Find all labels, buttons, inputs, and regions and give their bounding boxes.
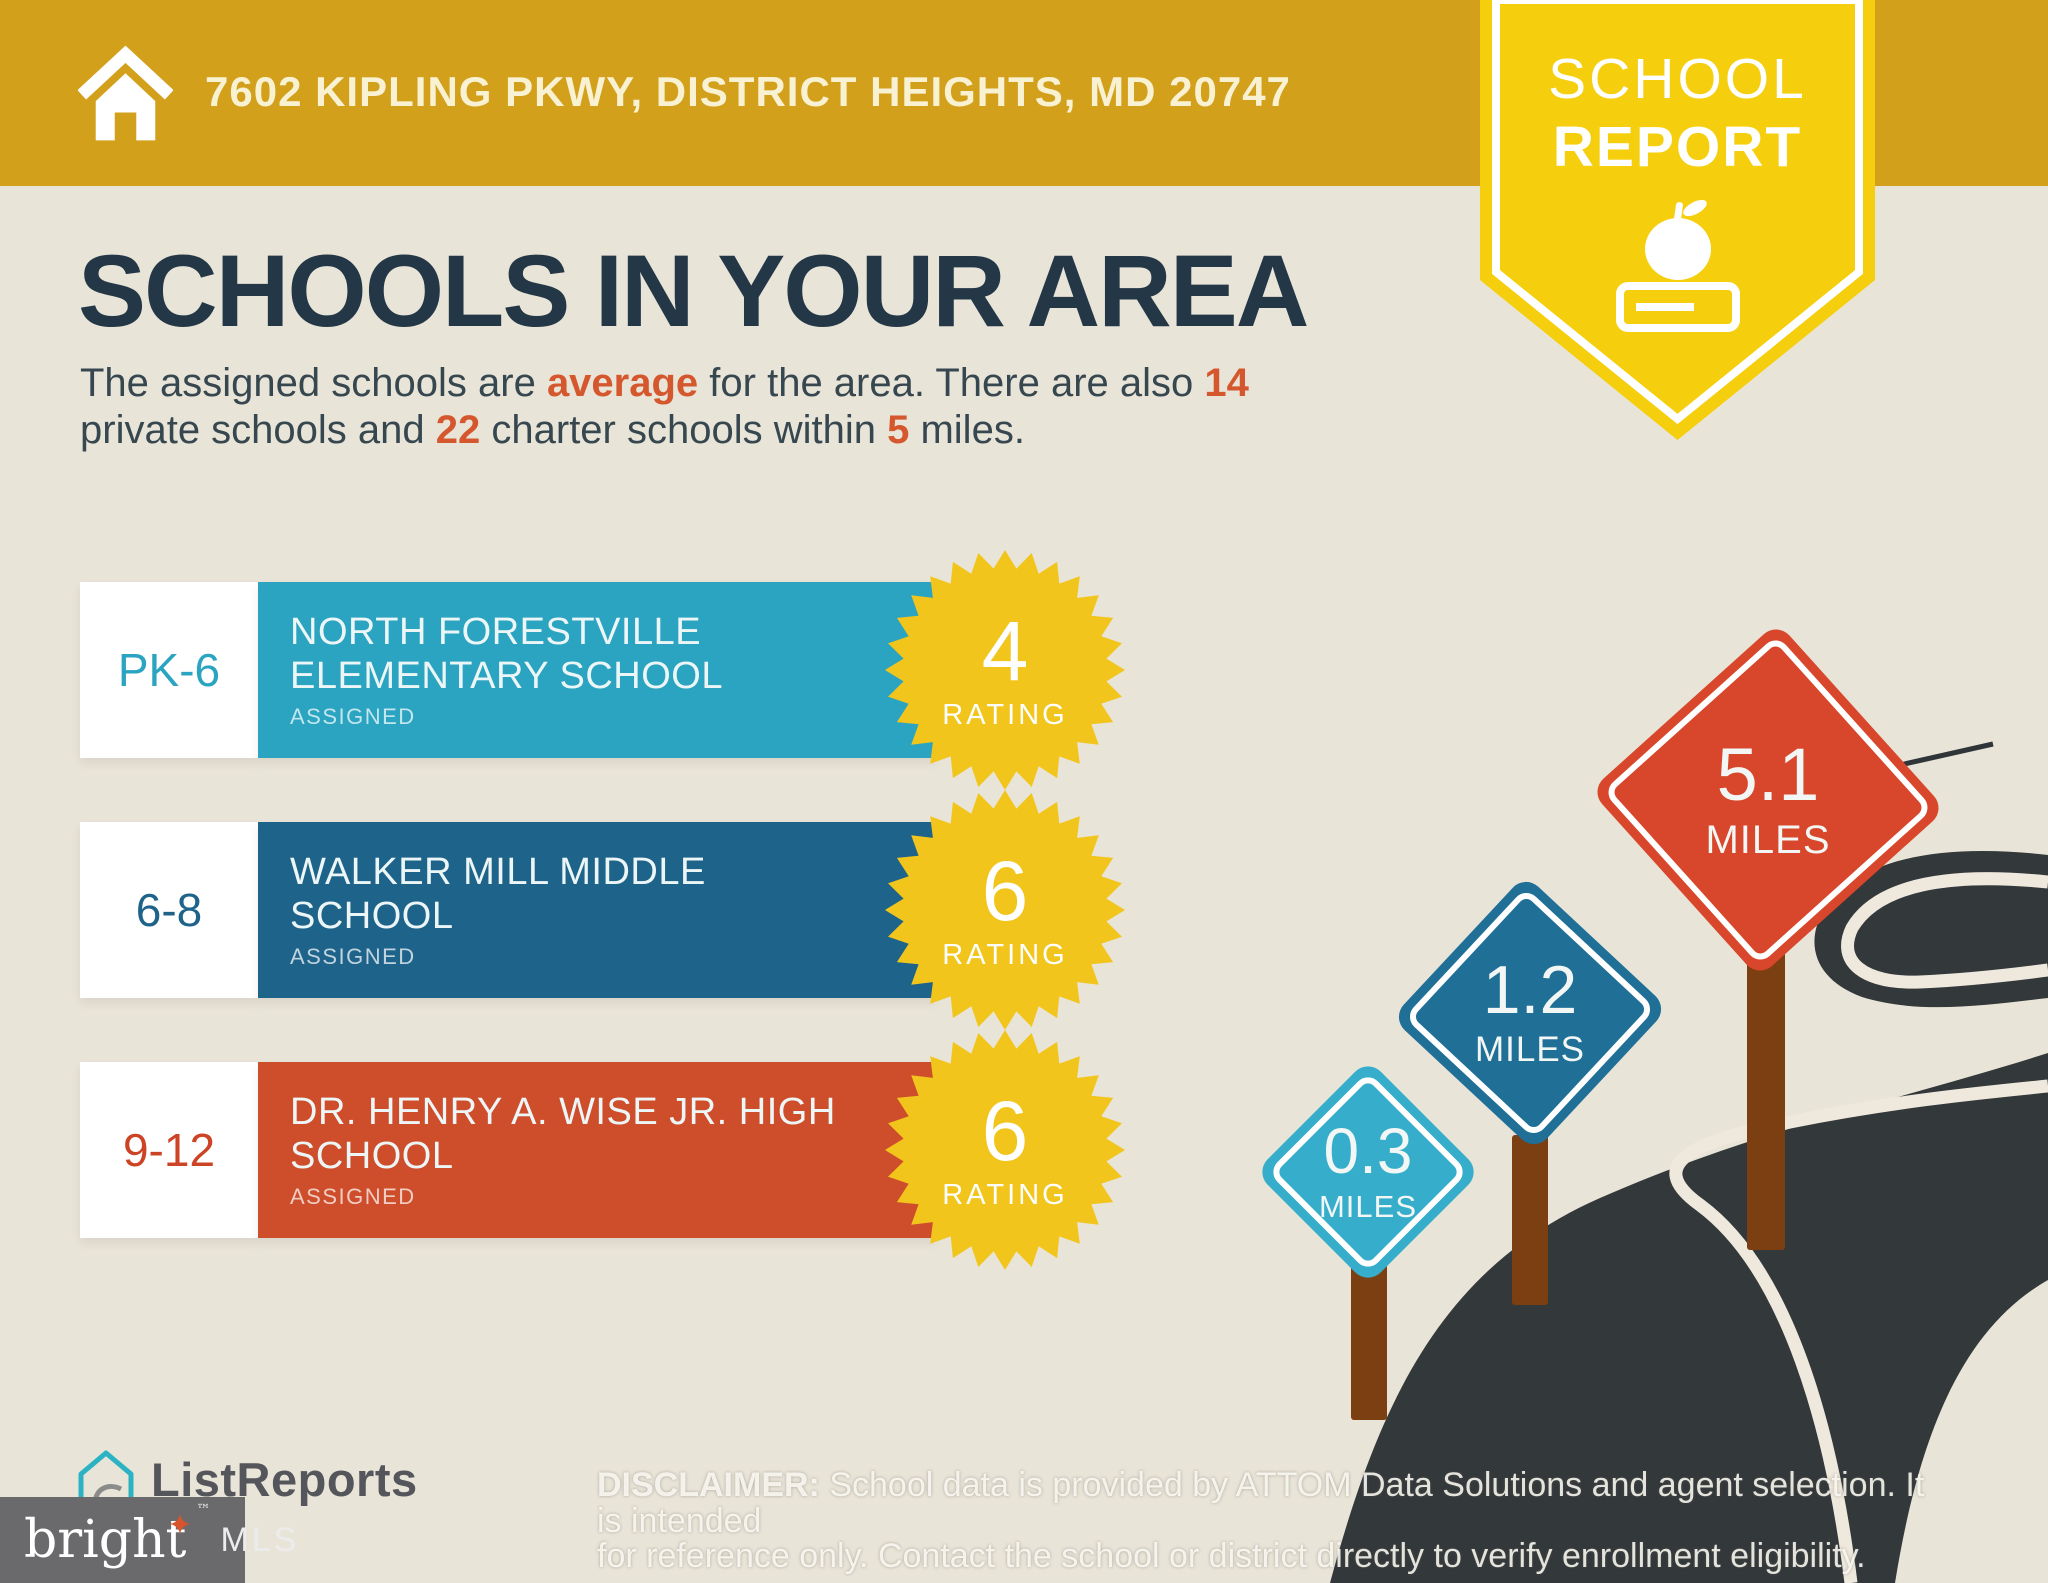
assigned-tag: ASSIGNED: [290, 704, 416, 730]
home-icon: [77, 40, 174, 147]
disclaimer-text: DISCLAIMER: School data is provided by A…: [597, 1466, 1957, 1576]
star-icon: ✦: [167, 1508, 193, 1543]
property-address: 7602 KIPLING PKWY, DISTRICT HEIGHTS, MD …: [205, 68, 1291, 115]
grade-range-badge: PK-6: [80, 582, 258, 758]
distance-sign-farthest: 5.1 MILES: [1590, 622, 1946, 978]
quality-highlight: average: [546, 361, 699, 405]
school-report-badge: SCHOOL REPORT: [1480, 0, 1875, 339]
school-bar-elementary: NORTH FORESTVILLE ELEMENTARY SCHOOL ASSI…: [258, 582, 935, 758]
intro-text: miles.: [909, 407, 1025, 452]
school-name: WALKER MILL MIDDLE SCHOOL: [290, 850, 706, 937]
school-name: NORTH FORESTVILLE ELEMENTARY SCHOOL: [290, 610, 723, 697]
intro-text: The assigned schools are: [80, 361, 547, 405]
school-name: DR. HENRY A. WISE JR. HIGH SCHOOL: [290, 1090, 836, 1177]
intro-text: private schools and: [80, 407, 436, 452]
radius-miles: 5: [887, 407, 910, 452]
trademark-symbol: ™: [196, 1502, 211, 1518]
distance-value: 1.2: [1482, 952, 1578, 1028]
assigned-tag: ASSIGNED: [290, 944, 416, 970]
school-bar-middle: WALKER MILL MIDDLE SCHOOL ASSIGNED: [258, 822, 935, 998]
rating-starburst-elementary: 4 RATING: [880, 545, 1130, 795]
badge-title-line2: REPORT: [1552, 115, 1803, 179]
grade-range-badge: 9-12: [80, 1062, 258, 1238]
intro-paragraph: The assigned schools are average for the…: [80, 360, 1380, 454]
disclaimer-label: DISCLAIMER:: [597, 1466, 820, 1504]
grade-range-badge: 6-8: [80, 822, 258, 998]
rating-value: 4: [981, 603, 1029, 698]
rating-starburst-high: 6 RATING: [880, 1025, 1130, 1275]
sign-post: [1351, 1250, 1387, 1420]
disclaimer-line1: DISCLAIMER: School data is provided by A…: [597, 1466, 1925, 1540]
listreports-logo: ListReports: [75, 1448, 418, 1510]
intro-text: for the area. There are also: [698, 361, 1205, 405]
rating-label: RATING: [942, 938, 1068, 971]
rating-label: RATING: [942, 698, 1068, 731]
distance-unit: MILES: [1474, 1030, 1586, 1069]
page-title: SCHOOLS IN YOUR AREA: [78, 234, 1309, 348]
assigned-tag: ASSIGNED: [290, 1184, 416, 1210]
distance-unit: MILES: [1318, 1189, 1418, 1224]
rating-label: RATING: [942, 1178, 1068, 1211]
rating-value: 6: [981, 1083, 1029, 1178]
mls-wordmark: MLS: [220, 1520, 300, 1559]
bright-mls-logo: bright ✦ ™ MLS: [0, 1497, 296, 1583]
rating-value: 6: [981, 843, 1029, 938]
intro-text: charter schools within: [480, 407, 888, 452]
distance-unit: MILES: [1705, 817, 1831, 862]
distance-value: 5.1: [1716, 732, 1820, 816]
school-row-elementary: PK-6 NORTH FORESTVILLE ELEMENTARY SCHOOL…: [80, 582, 940, 758]
apple-on-book-icon: [1480, 194, 1875, 339]
school-row-high: 9-12 DR. HENRY A. WISE JR. HIGH SCHOOL A…: [80, 1062, 940, 1238]
sign-post: [1512, 1135, 1548, 1305]
school-row-middle: 6-8 WALKER MILL MIDDLE SCHOOL ASSIGNED: [80, 822, 940, 998]
badge-title-line1: SCHOOL: [1548, 47, 1807, 111]
rating-starburst-middle: 6 RATING: [880, 785, 1130, 1035]
bright-wordmark: bright ✦ ™: [24, 1502, 211, 1570]
school-bar-high: DR. HENRY A. WISE JR. HIGH SCHOOL ASSIGN…: [258, 1062, 935, 1238]
distance-sign-middle: 1.2 MILES: [1391, 874, 1669, 1152]
listreports-wordmark: ListReports: [151, 1452, 418, 1506]
private-school-count: 14: [1204, 361, 1249, 405]
disclaimer-line2: for reference only. Contact the school o…: [597, 1537, 1866, 1576]
distance-value: 0.3: [1323, 1115, 1413, 1187]
charter-school-count: 22: [435, 407, 481, 452]
